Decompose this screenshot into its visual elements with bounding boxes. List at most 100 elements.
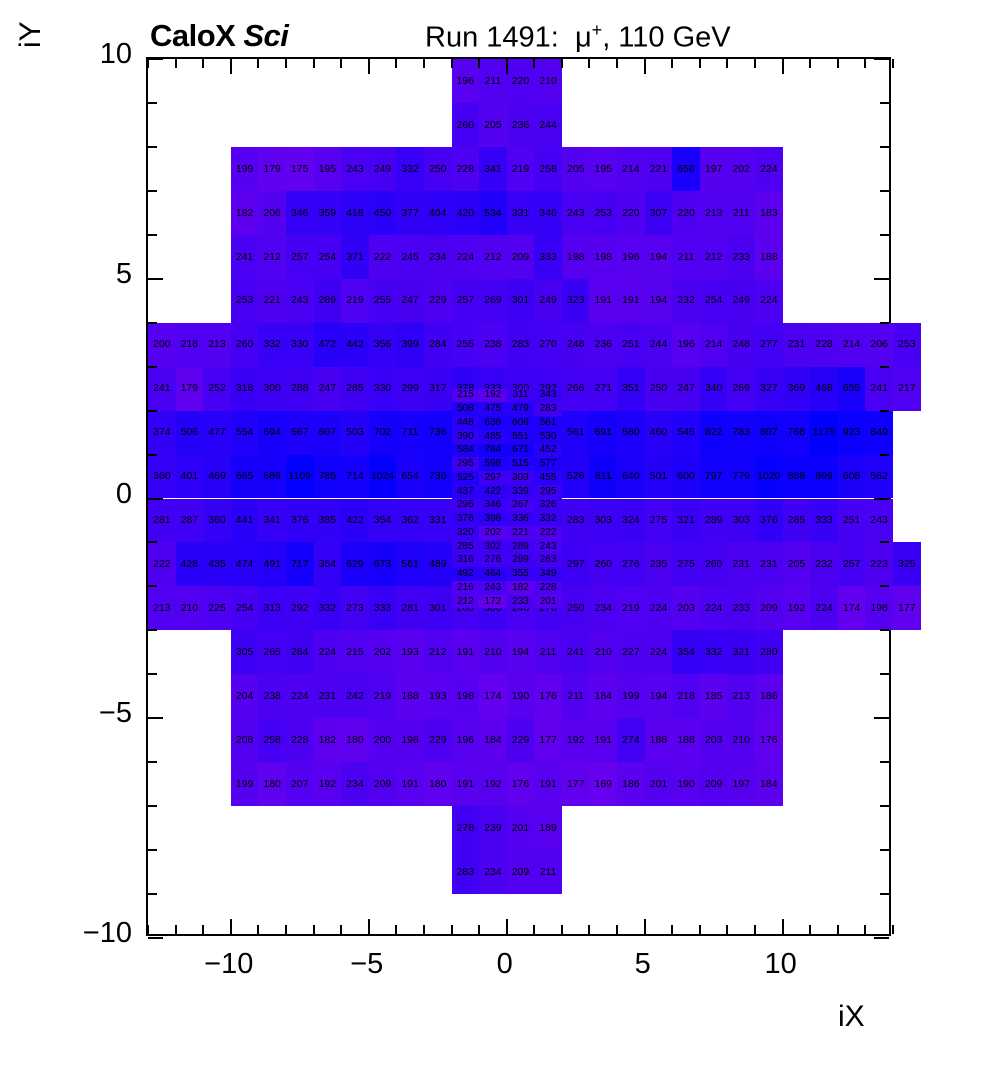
heatmap-cell: 472	[313, 322, 342, 367]
cell-value: 253	[594, 206, 613, 219]
heatmap-cell: 228	[534, 580, 562, 595]
cell-value: 188	[677, 733, 695, 746]
heatmap-cell: 180	[423, 762, 452, 807]
cell-value: 234	[594, 602, 613, 615]
cell-value: 303	[732, 514, 750, 527]
cell-value: 515	[512, 458, 529, 470]
cell-value: 325	[898, 558, 916, 571]
axis-tick	[148, 717, 163, 720]
heatmap-cell: 285	[451, 539, 480, 554]
heatmap-cell: 330	[368, 366, 397, 411]
cell-value: 283	[566, 514, 585, 527]
cell-value: 849	[870, 426, 888, 439]
heatmap-cell: 284	[423, 322, 452, 367]
cell-value: 326	[539, 499, 557, 511]
cell-value: 283	[539, 403, 557, 415]
y-tick-label: −10	[82, 917, 132, 949]
heatmap-cell: 354	[313, 542, 342, 587]
cell-value: 303	[594, 514, 613, 527]
heatmap-cell: 204	[230, 674, 259, 719]
cell-value: 422	[484, 485, 502, 497]
heatmap-cell: 285	[341, 366, 369, 411]
cell-value: 258	[263, 733, 281, 746]
cell-value: 292	[539, 383, 557, 394]
heatmap-cell: 822	[699, 410, 728, 455]
heatmap-cell: 193	[396, 630, 424, 675]
heatmap-cell: 227	[617, 630, 645, 675]
heatmap-cell: 215	[341, 630, 369, 675]
cell-value: 216	[456, 581, 474, 593]
cell-value: 464	[484, 568, 502, 580]
heatmap-cell: 169	[589, 762, 618, 807]
heatmap-cell: 208	[230, 718, 259, 763]
cell-value: 233	[732, 250, 750, 263]
y-tick-label: 10	[99, 38, 132, 70]
cell-value: 287	[180, 514, 199, 527]
cell-value: 567	[290, 426, 309, 439]
heatmap-cell: 260	[451, 102, 480, 147]
heatmap-cell: 295	[451, 457, 480, 472]
heatmap-cell: 241	[865, 366, 893, 411]
cell-value: 437	[456, 485, 474, 497]
cell-value: 330	[373, 382, 392, 395]
heatmap-cell: 333	[368, 586, 397, 631]
heatmap-cell: 196	[451, 59, 480, 103]
cell-value: 241	[566, 646, 585, 659]
cell-value: 202	[484, 526, 502, 538]
axis-tick	[367, 919, 370, 934]
heatmap-cell: 243	[285, 278, 314, 323]
cell-value: 435	[208, 558, 226, 571]
cell-value: 468	[815, 382, 833, 395]
axis-tick	[880, 321, 889, 324]
cell-value: 205	[484, 118, 502, 131]
cell-value: 197	[704, 162, 723, 175]
cell-value: 221	[649, 162, 668, 175]
cell-value: 210	[180, 602, 199, 615]
cell-value: 354	[373, 514, 392, 527]
axis-tick	[880, 673, 889, 676]
heatmap-cell: 224	[644, 586, 673, 631]
heatmap-cell: 300	[258, 366, 286, 411]
heatmap-cell: 228	[285, 718, 314, 763]
cell-value: 450	[373, 206, 392, 219]
heatmap-cell: 336	[506, 512, 535, 526]
axis-tick	[892, 59, 894, 68]
cell-value: 229	[428, 733, 447, 746]
heatmap-cell: 450	[368, 190, 397, 235]
cell-value: 396	[484, 513, 502, 525]
heatmap-cell: 234	[589, 586, 618, 631]
cell-value: 420	[456, 206, 475, 219]
heatmap-cell: 377	[396, 190, 424, 235]
heatmap-cell: 608	[837, 454, 866, 499]
axis-tick	[880, 233, 889, 236]
cell-value: 736	[428, 426, 447, 439]
cell-value: 201	[511, 821, 530, 834]
heatmap-cell: 283	[451, 850, 480, 895]
heatmap-cell: 797	[699, 454, 728, 499]
cell-value: 231	[318, 690, 337, 703]
cell-value: 228	[539, 581, 557, 593]
cell-value: 580	[622, 426, 640, 439]
cell-value: 717	[290, 558, 309, 571]
heatmap-cell: 289	[699, 498, 728, 543]
axis-tick	[148, 365, 157, 368]
cell-value: 385	[318, 514, 337, 527]
heatmap-cell: 435	[203, 542, 231, 587]
heatmap-cell: 492	[451, 567, 480, 581]
cell-value: 206	[263, 206, 281, 219]
heatmap-cell: 318	[230, 366, 259, 411]
heatmap-cell: 248	[561, 322, 590, 367]
cell-value: 346	[484, 499, 502, 511]
heatmap-cell: 702	[368, 410, 397, 455]
cell-value: 260	[235, 338, 254, 351]
heatmap-cell: 422	[341, 498, 369, 543]
heatmap-cell: 691	[589, 410, 618, 455]
cell-value: 331	[428, 514, 447, 527]
cell-value: 223	[870, 558, 888, 571]
axis-tick	[340, 59, 343, 68]
cell-value: 472	[318, 338, 337, 351]
axis-tick	[422, 59, 425, 68]
axis-tick	[147, 59, 149, 68]
cell-value: 607	[318, 426, 337, 439]
heatmap-cell: 354	[368, 498, 397, 543]
